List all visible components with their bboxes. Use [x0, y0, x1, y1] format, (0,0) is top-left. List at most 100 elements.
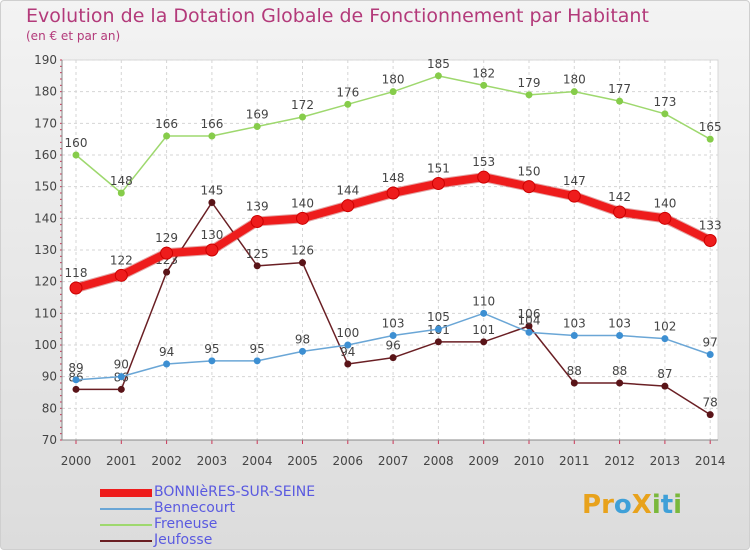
data-point-bennecourt	[434, 325, 442, 333]
data-label-bonni-res-sur-seine: 148	[382, 171, 405, 185]
data-point-bonni-res-sur-seine	[613, 205, 627, 219]
data-label-jeufosse: 88	[612, 364, 627, 378]
data-label-freneuse: 166	[200, 117, 223, 131]
data-point-bonni-res-sur-seine	[386, 186, 400, 200]
data-point-freneuse	[117, 189, 125, 197]
data-label-jeufosse: 78	[703, 396, 718, 410]
y-tick-label: 160	[34, 148, 57, 162]
data-point-jeufosse	[389, 354, 397, 362]
y-tick-label: 130	[34, 243, 57, 257]
chart-title: Evolution de la Dotation Globale de Fonc…	[26, 5, 649, 27]
data-label-bonni-res-sur-seine: 122	[110, 253, 133, 267]
proxiti-logo: ProXiti	[582, 490, 682, 520]
legend-swatch	[100, 524, 152, 526]
data-point-jeufosse	[344, 360, 352, 368]
data-point-bennecourt	[299, 347, 306, 355]
data-label-bonni-res-sur-seine: 144	[336, 184, 359, 198]
data-label-bonni-res-sur-seine: 133	[699, 219, 722, 233]
data-label-freneuse: 166	[155, 117, 178, 131]
data-label-freneuse: 172	[291, 98, 314, 112]
data-point-bonni-res-sur-seine	[703, 234, 717, 247]
data-label-freneuse: 169	[246, 108, 269, 122]
data-point-freneuse	[208, 132, 216, 140]
data-point-bennecourt	[525, 328, 533, 336]
data-label-bonni-res-sur-seine: 151	[427, 162, 450, 176]
data-label-freneuse: 148	[110, 174, 133, 188]
data-label-freneuse: 179	[518, 76, 541, 90]
data-point-jeufosse	[525, 322, 533, 330]
data-point-bonni-res-sur-seine	[160, 246, 174, 260]
x-tick-label: 2001	[106, 454, 137, 468]
data-label-freneuse: 165	[699, 120, 722, 134]
data-point-bennecourt	[661, 335, 669, 343]
data-label-jeufosse: 106	[518, 307, 541, 321]
data-point-freneuse	[72, 151, 80, 159]
data-label-bonni-res-sur-seine: 142	[608, 190, 631, 204]
y-tick-label: 100	[34, 338, 57, 352]
data-label-bennecourt: 103	[608, 317, 631, 331]
data-point-jeufosse	[480, 338, 488, 346]
data-point-jeufosse	[706, 411, 714, 419]
chart-subtitle: (en € et par an)	[26, 29, 121, 43]
data-label-bonni-res-sur-seine: 150	[518, 165, 541, 179]
data-label-jeufosse: 145	[200, 184, 223, 198]
x-tick-label: 2002	[151, 454, 182, 468]
y-tick-label: 70	[42, 433, 57, 447]
data-label-bonni-res-sur-seine: 129	[155, 231, 178, 245]
data-label-jeufosse: 125	[246, 247, 269, 261]
logo-letter: t	[660, 490, 674, 520]
data-point-bennecourt	[117, 373, 125, 381]
data-point-jeufosse	[434, 338, 442, 346]
data-point-freneuse	[299, 113, 306, 121]
data-label-freneuse: 182	[472, 66, 495, 80]
data-point-bennecourt	[208, 357, 216, 365]
data-point-jeufosse	[253, 262, 261, 270]
data-label-freneuse: 173	[653, 95, 676, 109]
y-tick-label: 90	[42, 370, 57, 384]
data-point-bennecourt	[706, 351, 714, 358]
x-tick-label: 2011	[559, 454, 590, 468]
data-point-bonni-res-sur-seine	[431, 177, 445, 190]
x-tick-label: 2004	[242, 454, 273, 468]
data-label-bonni-res-sur-seine: 130	[200, 228, 223, 242]
data-point-bonni-res-sur-seine	[114, 268, 128, 282]
data-point-jeufosse	[72, 385, 80, 393]
data-point-jeufosse	[616, 379, 624, 387]
data-label-freneuse: 185	[427, 57, 450, 71]
data-point-jeufosse	[208, 199, 216, 206]
x-tick-label: 2005	[287, 454, 318, 468]
data-label-freneuse: 180	[382, 73, 405, 87]
data-label-jeufosse: 88	[567, 364, 582, 378]
legend-label: Jeufosse	[154, 532, 213, 548]
logo-letter: i	[673, 490, 683, 520]
data-point-bonni-res-sur-seine	[567, 189, 581, 203]
data-point-bonni-res-sur-seine	[658, 211, 672, 225]
y-tick-label: 80	[42, 401, 57, 415]
data-point-bennecourt	[480, 309, 488, 317]
x-tick-label: 2010	[514, 454, 545, 468]
logo-letter: o	[613, 490, 632, 520]
logo-letter: i	[651, 490, 661, 520]
data-point-freneuse	[616, 97, 624, 105]
data-label-bennecourt: 100	[336, 326, 359, 340]
y-tick-label: 110	[34, 306, 57, 320]
data-point-bennecourt	[570, 332, 578, 339]
data-point-freneuse	[434, 72, 442, 80]
data-label-bonni-res-sur-seine: 140	[291, 196, 314, 210]
data-point-bonni-res-sur-seine	[477, 170, 491, 184]
x-tick-label: 2007	[378, 454, 409, 468]
data-label-bennecourt: 102	[653, 320, 676, 334]
data-label-jeufosse: 87	[657, 367, 672, 381]
data-label-jeufosse: 96	[385, 339, 400, 353]
data-point-freneuse	[253, 123, 261, 130]
logo-letter: r	[601, 490, 614, 520]
data-label-freneuse: 176	[336, 85, 359, 99]
x-tick-label: 2012	[604, 454, 635, 468]
data-point-bonni-res-sur-seine	[205, 243, 219, 257]
data-point-bonni-res-sur-seine	[522, 180, 536, 194]
data-label-bennecourt: 105	[427, 310, 450, 324]
data-label-bonni-res-sur-seine: 118	[65, 266, 88, 280]
data-point-freneuse	[570, 88, 578, 96]
data-label-freneuse: 177	[608, 82, 631, 96]
